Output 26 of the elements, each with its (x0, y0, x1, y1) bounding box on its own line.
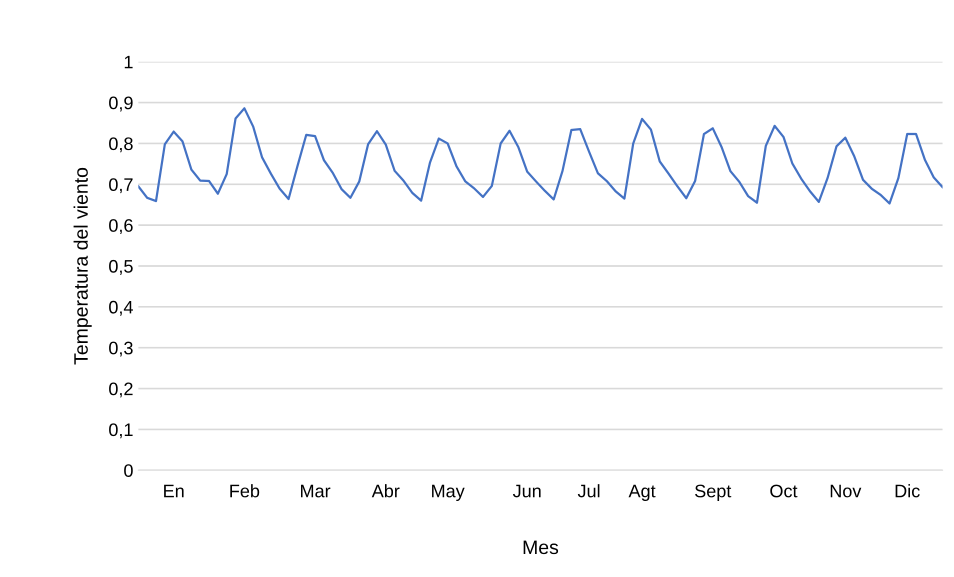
y-tick-label: 0,9 (109, 96, 133, 112)
x-tick-label: Mar (301, 484, 330, 498)
y-tick-label: 0,6 (109, 219, 133, 234)
y-tick-label: 0,4 (109, 300, 133, 316)
x-tick-label: En (164, 484, 184, 498)
y-tick-label: 0,5 (109, 260, 133, 275)
y-tick-label: 1 (124, 56, 133, 68)
y-tick-label: 0,7 (109, 178, 133, 194)
x-axis-title: Mes (524, 540, 558, 554)
x-tick-label: Nov (830, 484, 862, 498)
line-series (138, 107, 943, 205)
x-tick-label: Agt (628, 484, 656, 501)
y-axis-title: Temperatura del viento (74, 168, 92, 364)
x-tick-label: Dic (896, 484, 920, 498)
y-tick-label: 0,8 (109, 137, 133, 152)
y-tick-label: 0 (124, 464, 133, 477)
y-tick-label: 0,1 (109, 423, 133, 438)
y-tick-label: 0,2 (109, 382, 133, 398)
x-tick-label: Jun (512, 484, 541, 498)
x-tick-label: Sept (695, 484, 732, 501)
y-tick-label: 0,3 (109, 342, 133, 357)
x-tick-label: Feb (230, 484, 260, 498)
x-tick-label: May (432, 484, 465, 501)
x-tick-label: Oct (770, 484, 798, 498)
x-tick-label: Abr (372, 484, 400, 498)
x-tick-label: Jul (578, 484, 600, 498)
